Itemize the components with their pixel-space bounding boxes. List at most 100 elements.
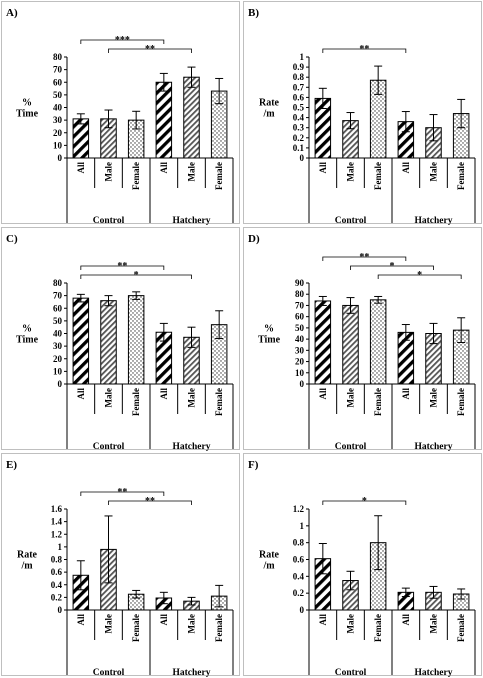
category-label: All xyxy=(318,162,328,174)
y-tick-label: 90 xyxy=(295,278,305,288)
y-tick-label: 0.7 xyxy=(293,82,305,92)
bar-3 xyxy=(369,299,387,385)
y-tick-label: 0.6 xyxy=(293,92,305,102)
group-label: Hatchery xyxy=(415,442,453,452)
panel-border xyxy=(243,453,482,676)
panel-border xyxy=(243,1,482,224)
group-label: Control xyxy=(93,442,125,452)
y-tick-label: 50 xyxy=(53,316,63,326)
y-tick-label: 50 xyxy=(53,90,63,100)
category-label: Female xyxy=(456,388,466,416)
significance-label: ** xyxy=(145,496,155,507)
y-axis-title-line: Rate xyxy=(259,98,280,109)
y-tick-label: 60 xyxy=(295,312,305,322)
panel-border xyxy=(1,227,240,450)
y-tick-label: 70 xyxy=(295,300,305,310)
y-tick-label: 30 xyxy=(53,115,63,125)
category-label: Male xyxy=(346,162,356,182)
category-label: Male xyxy=(429,388,439,408)
y-tick-label: 1.2 xyxy=(293,504,305,514)
panel-label: D) xyxy=(248,233,260,245)
y-tick-label: 70 xyxy=(53,65,63,75)
y-axis-title-line: Rate xyxy=(259,550,280,561)
y-tick-label: 0.2 xyxy=(293,588,305,598)
category-label: Female xyxy=(373,162,383,190)
y-axis-title-line: Time xyxy=(16,109,39,120)
chart-panel-6: F) Rate/m 0 0.2 0.4 0.6 0.8 1 1.2 * All Male Female A… xyxy=(243,453,482,678)
category-label: Female xyxy=(131,388,141,416)
significance-label: *** xyxy=(115,35,130,46)
significance-label: * xyxy=(390,261,395,272)
y-axis-title: % Time xyxy=(16,98,39,120)
group-label: Control xyxy=(93,216,125,226)
y-axis-title: Rate/m xyxy=(259,550,280,572)
y-tick-label: 0.2 xyxy=(51,592,63,602)
category-label: All xyxy=(318,388,328,400)
category-label: Male xyxy=(104,162,114,182)
y-axis-title: Rate/m xyxy=(17,550,38,572)
category-label: All xyxy=(401,388,411,400)
y-tick-label: 40 xyxy=(295,334,305,344)
chart-panel-2: B) Rate/m 00.10.20.30.40.50.60.70.80.91 ** A… xyxy=(243,1,482,226)
category-label: All xyxy=(76,388,86,400)
category-label: Female xyxy=(214,162,224,190)
group-label: Control xyxy=(93,668,125,678)
category-label: Male xyxy=(429,614,439,634)
y-tick-label: 0.3 xyxy=(293,123,305,133)
group-label: Control xyxy=(335,668,367,678)
category-label: Male xyxy=(104,614,114,634)
y-axis-title: Rate/m xyxy=(259,98,280,120)
significance-label: ** xyxy=(117,261,127,272)
group-label: Hatchery xyxy=(173,216,211,226)
y-tick-label: 0.8 xyxy=(293,538,305,548)
bar-2 xyxy=(100,300,117,385)
category-label: Female xyxy=(456,614,466,642)
category-label: Male xyxy=(187,614,197,634)
y-tick-label: 1 xyxy=(300,521,305,531)
y-tick-label: 0 xyxy=(300,605,305,615)
y-tick-label: 0 xyxy=(58,153,63,163)
bar-1 xyxy=(72,118,90,159)
y-tick-label: 0.2 xyxy=(293,133,305,143)
category-label: Male xyxy=(187,162,197,182)
y-tick-label: 0 xyxy=(300,153,305,163)
category-label: Male xyxy=(346,388,356,408)
category-label: All xyxy=(159,388,169,400)
significance-label: ** xyxy=(145,44,155,55)
y-tick-label: 0.5 xyxy=(293,103,305,113)
y-axis-title-line: /m xyxy=(20,561,33,572)
category-label: All xyxy=(318,614,328,626)
y-tick-label: 0.6 xyxy=(51,567,63,577)
category-label: Male xyxy=(104,388,114,408)
panel-border xyxy=(1,453,240,676)
panel-label: B) xyxy=(248,7,259,19)
y-tick-label: 0.8 xyxy=(51,555,63,565)
significance-bracket xyxy=(350,265,434,270)
category-label: All xyxy=(76,162,86,174)
y-tick-label: 0.8 xyxy=(293,72,305,82)
bar-1 xyxy=(72,297,90,385)
group-label: Control xyxy=(335,216,367,226)
group-label: Hatchery xyxy=(173,442,211,452)
y-tick-label: 0.4 xyxy=(51,580,63,590)
y-tick-label: 1.4 xyxy=(51,517,63,527)
category-label: Female xyxy=(131,614,141,642)
significance-bracket xyxy=(377,274,462,279)
bar-5 xyxy=(183,76,200,159)
y-tick-label: 0.1 xyxy=(293,143,305,153)
y-tick-label: 20 xyxy=(53,128,63,138)
group-label: Hatchery xyxy=(173,668,211,678)
y-tick-label: 30 xyxy=(295,345,305,355)
y-tick-label: 50 xyxy=(295,323,305,333)
y-tick-label: 80 xyxy=(53,52,63,62)
y-axis-title-line: Time xyxy=(258,335,281,346)
y-tick-label: 60 xyxy=(53,303,63,313)
category-label: Male xyxy=(346,614,356,634)
significance-bracket xyxy=(80,491,165,496)
significance-bracket xyxy=(80,39,165,44)
significance-bracket xyxy=(322,500,407,505)
y-tick-label: 0.4 xyxy=(293,113,305,123)
category-label: Female xyxy=(373,614,383,642)
y-tick-label: 0.9 xyxy=(293,62,305,72)
